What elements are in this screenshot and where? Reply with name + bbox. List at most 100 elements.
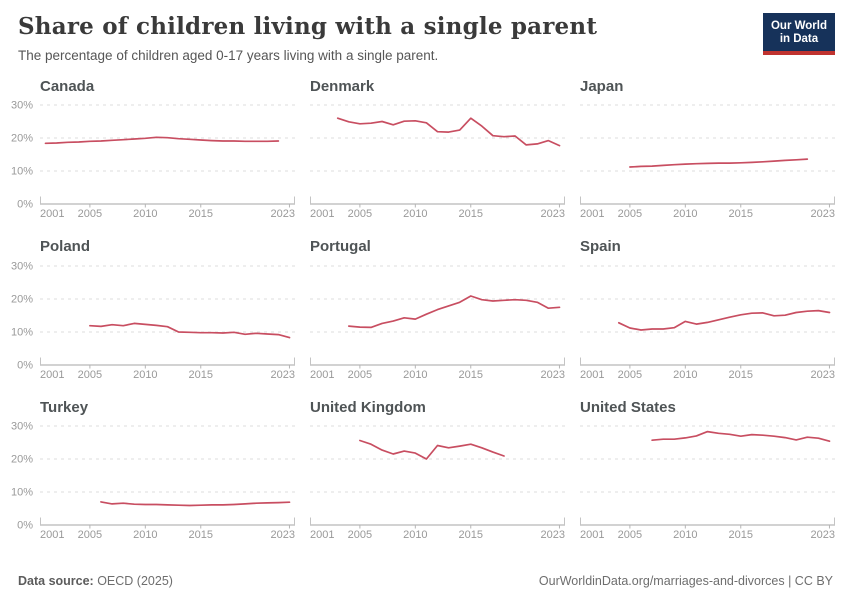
line-chart: 0% 10% 20% 30% 2001 2005 2010 2015 2023 [11,100,295,220]
chart-cell-united-kingdom: United Kingdom 2001 2005 2010 2015 2023 [310,398,565,544]
x-tick-label: 2001 [310,369,334,381]
x-tick-label: 2005 [618,529,642,541]
line-chart: 0% 10% 20% 30% 2001 2005 2010 2015 2023 [11,261,295,381]
y-tick-label: 20% [11,293,33,305]
y-tick-label: 0% [17,199,33,211]
chart-cell-japan: Japan 2001 2005 2010 2015 2023 [580,77,835,223]
series-line [651,430,831,443]
y-tick-label: 20% [11,133,33,145]
x-tick-label: 2010 [673,529,697,541]
y-tick-label: 20% [11,454,33,466]
x-tick-label: 2015 [189,369,213,381]
page-title: Share of children living with a single p… [18,13,598,40]
series-line [617,309,831,331]
credit-line: OurWorldinData.org/marriages-and-divorce… [539,574,833,588]
chart-cell-united-states: United States 2001 2005 2010 2015 2023 [580,398,835,544]
x-tick-label: 2010 [133,529,157,541]
chart-title: United Kingdom [310,398,426,416]
x-tick-label: 2001 [580,369,604,381]
x-tick-label: 2010 [673,208,697,220]
y-tick-label: 0% [17,359,33,371]
x-tick-label: 2005 [348,529,372,541]
x-tick-label: 2005 [78,529,102,541]
x-tick-label: 2001 [40,529,64,541]
series-line [89,322,291,339]
x-tick-label: 2023 [541,529,565,541]
chart-cell-denmark: Denmark 2001 2005 2010 2015 2023 [310,78,565,223]
y-tick-label: 10% [11,487,33,499]
x-tick-label: 2023 [811,208,835,220]
chart-header: Share of children living with a single p… [8,13,835,63]
x-tick-label: 2001 [580,208,604,220]
line-chart: 0% 10% 20% 30% 2001 2005 2010 2015 2023 [11,421,295,541]
x-tick-label: 2023 [811,369,835,381]
series-line [44,136,280,145]
series-line [336,117,561,147]
x-tick-label: 2001 [40,208,64,220]
credit-separator: | [784,574,795,588]
y-tick-label: 30% [11,421,33,433]
small-multiples-grid: Canada 0% 10% 20% 30% 2001 2005 2010 2015 2023 Den… [8,77,835,544]
x-tick-label: 2015 [189,208,213,220]
chart-title: Poland [40,238,91,256]
x-tick-label: 2015 [459,208,483,220]
chart-title: Japan [580,77,624,95]
chart-title: Canada [40,77,95,95]
line-chart: 2001 2005 2010 2015 2023 [310,104,565,220]
x-tick-label: 2005 [348,369,372,381]
data-source: Data source: OECD (2025) [18,574,173,588]
y-tick-label: 10% [11,166,33,178]
x-tick-label: 2023 [271,529,295,541]
x-tick-label: 2015 [729,529,753,541]
x-tick-label: 2023 [271,369,295,381]
x-tick-label: 2001 [580,529,604,541]
x-tick-label: 2005 [78,208,102,220]
x-tick-label: 2001 [40,369,64,381]
x-tick-label: 2023 [811,529,835,541]
x-tick-label: 2005 [618,208,642,220]
owid-logo-line2: in Data [779,33,819,46]
x-tick-label: 2015 [459,369,483,381]
series-line [100,501,291,507]
chart-title: Turkey [40,398,89,416]
x-tick-label: 2023 [541,208,565,220]
line-chart: 2001 2005 2010 2015 2023 [310,265,565,381]
page-subtitle: The percentage of children aged 0-17 yea… [18,47,439,63]
owid-logo: Our World in Data [762,13,835,56]
x-tick-label: 2023 [541,369,565,381]
x-tick-label: 2010 [673,369,697,381]
line-chart: 2001 2005 2010 2015 2023 [580,104,835,220]
credit-url: OurWorldinData.org/marriages-and-divorce… [538,574,785,588]
license-badge: CC BY [794,574,833,588]
series-line [359,439,505,460]
line-chart: 2001 2005 2010 2015 2023 [580,425,835,541]
data-source-value: OECD (2025) [93,574,173,588]
x-tick-label: 2010 [403,208,427,220]
x-tick-label: 2001 [310,529,334,541]
chart-title: Spain [580,238,621,256]
chart-cell-poland: Poland 0% 10% 20% 30% 2001 2005 2010 2015 2023 [8,239,295,383]
series-line [347,294,561,328]
series-line [629,158,809,168]
x-tick-label: 2015 [189,529,213,541]
chart-cell-spain: Spain 2001 2005 2010 2015 2023 [580,239,835,383]
data-source-label: Data source: [18,574,94,588]
x-tick-label: 2010 [403,529,427,541]
x-tick-label: 2015 [729,208,753,220]
y-tick-label: 30% [11,100,33,112]
x-tick-label: 2001 [310,208,334,220]
x-tick-label: 2015 [729,369,753,381]
x-tick-label: 2005 [348,208,372,220]
chart-title: United States [580,398,676,416]
chart-cell-portugal: Portugal 2001 2005 2010 2015 2023 [310,239,565,383]
y-tick-label: 30% [11,261,33,273]
line-chart: 2001 2005 2010 2015 2023 [580,265,835,381]
owid-logo-line1: Our World [770,20,827,32]
x-tick-label: 2005 [618,369,642,381]
chart-cell-canada: Canada 0% 10% 20% 30% 2001 2005 2010 2015 2023 [8,77,295,223]
title-block: Share of children living with a single p… [18,13,597,63]
x-tick-label: 2010 [133,208,157,220]
x-tick-label: 2005 [78,369,102,381]
chart-title: Portugal [310,238,371,256]
